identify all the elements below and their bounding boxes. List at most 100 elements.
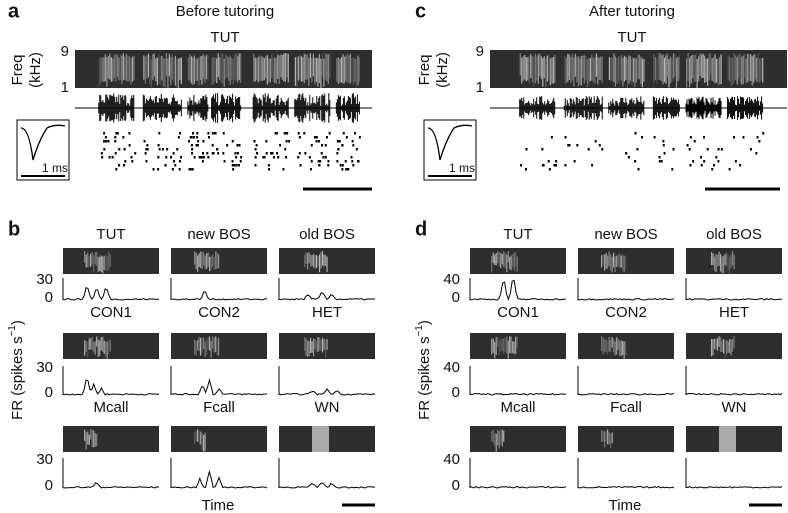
freq-tick: 9: [476, 43, 484, 60]
spectro-stripe: [195, 58, 197, 81]
spectrogram: [171, 426, 267, 452]
spectro-stripe: [124, 56, 126, 80]
spectro-stripe: [107, 55, 109, 79]
spectro-stripe: [598, 57, 600, 80]
spectro-stripe: [97, 256, 99, 272]
spectro-stripe: [748, 54, 750, 82]
spectro-stripe: [216, 58, 218, 84]
raster-tick: [178, 160, 181, 163]
spectro-stripe: [351, 58, 353, 82]
spectro-stripe: [232, 58, 234, 85]
spectro-stripe: [582, 55, 584, 78]
spectro-stripe: [525, 57, 527, 82]
raster-tick: [134, 152, 137, 155]
raster-tick: [341, 164, 344, 167]
spectro-stripe: [613, 53, 615, 83]
spectro-stripe: [345, 55, 347, 82]
raster-tick: [254, 148, 257, 151]
raster-tick: [270, 152, 273, 155]
raster-tick: [352, 144, 355, 147]
spectro-stripe: [109, 339, 111, 352]
spectro-stripe: [536, 56, 538, 81]
spectro-stripe: [198, 336, 200, 352]
spectro-stripe: [260, 56, 262, 81]
spectro-stripe: [194, 251, 196, 265]
spectro-stripe: [274, 57, 276, 83]
spectro-stripe: [218, 337, 220, 356]
spectro-stripe: [608, 432, 610, 445]
spectro-stripe: [710, 252, 713, 266]
spectro-stripe: [712, 253, 714, 266]
spectro-stripe: [730, 57, 732, 87]
spectro-stripe: [494, 433, 496, 446]
raster-tick: [327, 164, 330, 167]
raster-tick: [191, 168, 194, 171]
spectro-stripe: [528, 56, 530, 83]
spectro-stripe: [744, 53, 746, 78]
spectro-stripe: [315, 255, 318, 268]
raster-tick: [268, 168, 271, 171]
spectro-stripe: [309, 338, 312, 354]
spectro-stripe: [323, 58, 325, 87]
spectro-stripe: [728, 339, 731, 354]
spectro-stripe: [275, 58, 277, 84]
raster-tick: [554, 164, 557, 167]
spectro-stripe: [220, 53, 222, 84]
spectro-stripe: [206, 253, 208, 269]
spectro-stripe: [494, 254, 496, 266]
spectro-stripe: [158, 54, 160, 84]
raster-tick: [662, 140, 665, 143]
spectro-stripe: [231, 57, 233, 81]
raster-tick: [663, 152, 666, 155]
spectro-stripe: [100, 336, 102, 351]
raster-tick: [733, 136, 736, 139]
spectro-stripe: [115, 53, 117, 82]
spectro-stripe: [308, 341, 310, 357]
stimulus-label: HET: [312, 304, 342, 321]
spectro-stripe: [268, 58, 270, 83]
spectro-stripe: [104, 54, 106, 82]
y-label-text: FR (spikes s: [9, 337, 26, 420]
spectro-stripe: [619, 56, 621, 85]
spectro-stripe: [611, 432, 613, 444]
spectro-stripe: [262, 56, 264, 81]
spectro-stripe: [87, 252, 89, 268]
spectro-stripe: [215, 336, 217, 352]
spectro-stripe: [620, 255, 622, 268]
raster-tick: [105, 140, 108, 143]
spectro-stripe: [213, 56, 215, 84]
spectro-stripe: [586, 58, 588, 88]
spectro-stripe: [240, 53, 242, 83]
raster-tick: [190, 144, 193, 147]
raster-tick: [240, 156, 243, 159]
spectro-stripe: [296, 56, 298, 87]
raster-tick: [313, 136, 316, 139]
y-tick: 0: [452, 477, 460, 494]
raster-tick: [232, 168, 235, 171]
raster-tick: [214, 132, 217, 135]
spectro-stripe: [500, 429, 502, 445]
raster-tick: [146, 148, 149, 151]
spectro-stripe: [106, 341, 108, 360]
raster-tick: [525, 148, 528, 151]
spectro-stripe: [314, 338, 316, 350]
raster-tick: [124, 160, 127, 163]
spectro-stripe: [265, 55, 267, 79]
raster-tick: [164, 164, 167, 167]
psth-trace: [63, 287, 160, 301]
spectro-stripe: [306, 340, 309, 357]
raster-tick: [693, 140, 696, 143]
spectro-stripe: [143, 55, 145, 80]
stimulus-label: HET: [719, 304, 749, 321]
raster-tick: [276, 152, 279, 155]
spectro-stripe: [209, 256, 211, 272]
spectro-stripe: [212, 336, 214, 349]
spectro-stripe: [340, 57, 343, 83]
spectro-stripe: [733, 254, 735, 270]
raster-tick: [265, 152, 268, 155]
spectro-stripe: [284, 53, 286, 82]
raster-tick: [703, 160, 706, 163]
raster-tick: [171, 168, 174, 171]
spectro-stripe: [318, 53, 320, 83]
spectro-stripe: [102, 256, 104, 274]
